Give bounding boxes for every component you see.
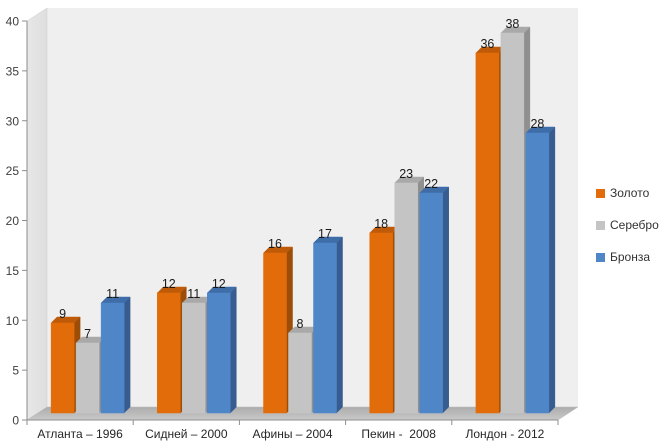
bar-front-face	[50, 322, 75, 414]
y-axis-label: 5	[12, 364, 19, 378]
category-label: Пекин - 2008	[361, 427, 436, 441]
legend-label: Золото	[610, 186, 650, 200]
data-label: 28	[530, 117, 544, 131]
legend-swatch-silver	[596, 220, 605, 230]
data-label: 7	[84, 327, 91, 341]
legend: Золото Серебро Бронза	[596, 186, 659, 282]
category-labels: Атланта – 1996 Сидней – 2000 Афины – 2004 П…	[37, 427, 544, 441]
category-label: Атланта – 1996	[37, 427, 123, 441]
bar-gold-1[interactable]	[156, 286, 187, 414]
legend-label: Бронза	[610, 250, 651, 264]
bar-side-face	[123, 296, 131, 414]
bar-silver-3[interactable]	[394, 176, 425, 414]
bar-gold-3[interactable]	[369, 226, 400, 414]
bar-front-face	[369, 232, 393, 414]
legend-swatch-bronze	[596, 252, 605, 262]
axes-layer	[22, 20, 559, 425]
bar-front-face	[263, 252, 287, 414]
data-label: 38	[505, 17, 519, 31]
data-label: 11	[187, 287, 200, 301]
bar-silver-2[interactable]	[287, 326, 319, 414]
bar-front-face	[394, 182, 418, 414]
bar-front-face	[313, 242, 337, 414]
bar-bronze-2[interactable]	[312, 236, 344, 414]
legend-item-bronze[interactable]: Бронза	[596, 250, 659, 264]
bar-silver-4[interactable]	[500, 26, 531, 414]
plot-side-wall	[26, 7, 48, 421]
bar-silver-1[interactable]	[181, 296, 212, 414]
category-label: Сидней – 2000	[145, 427, 228, 441]
y-axis-label: 15	[6, 264, 20, 278]
bar-front-face	[419, 192, 443, 414]
data-label: 23	[399, 167, 413, 181]
y-axis-labels: 0 5 10 15 20 25 30 35 40	[6, 15, 20, 428]
data-labels: 9 7 11 12 11 12 16 8 17 18 23 22 36 38 28	[59, 17, 544, 341]
y-axis-ticks	[22, 20, 27, 421]
bar-front-face	[475, 52, 500, 414]
bar-bronze-0[interactable]	[100, 296, 131, 414]
y-axis-label: 35	[6, 64, 20, 78]
bars-layer	[50, 26, 556, 414]
bar-bronze-3[interactable]	[419, 186, 450, 414]
bar-side-face	[230, 286, 237, 414]
data-label: 36	[480, 37, 494, 51]
data-label: 8	[297, 317, 304, 331]
bar-front-face	[500, 32, 525, 414]
legend-item-silver[interactable]: Серебро	[596, 218, 659, 232]
bar-silver-0[interactable]	[75, 336, 106, 414]
data-label: 18	[374, 217, 388, 231]
y-axis-label: 0	[12, 414, 19, 428]
data-label: 16	[268, 237, 282, 251]
bar-front-face	[525, 132, 550, 414]
bar-front-face	[182, 302, 206, 414]
y-axis-label: 40	[6, 15, 20, 29]
y-axis-label: 20	[6, 214, 20, 228]
category-label: Афины – 2004	[252, 427, 332, 441]
y-axis-label: 10	[6, 314, 20, 328]
bar-side-face	[336, 236, 343, 414]
x-axis-ticks	[26, 420, 559, 425]
bar-gold-2[interactable]	[262, 246, 294, 414]
legend-swatch-gold	[596, 188, 605, 198]
bar-bronze-4[interactable]	[525, 126, 556, 414]
data-label: 9	[59, 307, 66, 321]
data-label: 12	[212, 277, 226, 291]
category-label: Лондон - 2012	[465, 427, 544, 441]
legend-item-gold[interactable]: Золото	[596, 186, 659, 200]
bar-gold-0[interactable]	[50, 316, 81, 414]
bar-front-face	[75, 342, 100, 414]
legend-label: Серебро	[610, 218, 659, 232]
data-label: 11	[106, 287, 119, 301]
bar-front-face	[288, 332, 312, 414]
data-label: 12	[162, 277, 176, 291]
data-label: 22	[424, 177, 438, 191]
bar-front-face	[100, 302, 125, 414]
bar-front-face	[157, 292, 181, 414]
bar-gold-4[interactable]	[475, 46, 506, 414]
bar-side-face	[548, 126, 556, 414]
data-label: 17	[318, 227, 332, 241]
y-axis-label: 30	[6, 114, 20, 128]
bar-bronze-1[interactable]	[206, 286, 237, 414]
y-axis-label: 25	[6, 164, 20, 178]
bar-front-face	[207, 292, 231, 414]
bar-side-face	[442, 186, 449, 414]
